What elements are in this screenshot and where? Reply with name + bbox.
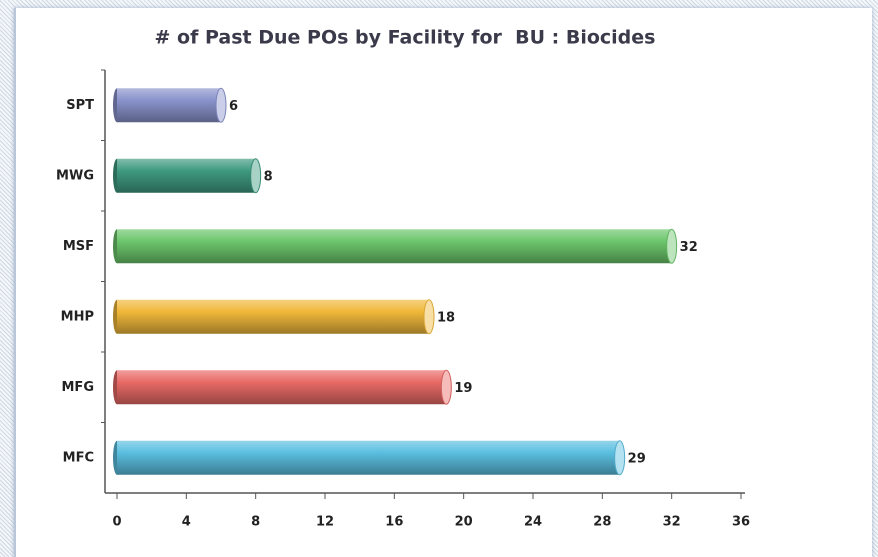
value-label: 29 — [628, 451, 646, 466]
x-tick-label: 28 — [593, 515, 611, 530]
x-tick-label: 8 — [251, 515, 260, 530]
value-label: 18 — [437, 310, 455, 325]
value-label: 8 — [264, 169, 273, 184]
bar-cap — [440, 369, 452, 405]
x-tick-label: 4 — [182, 515, 191, 530]
y-tick-label: MHP — [61, 309, 94, 324]
x-tick-label: 20 — [455, 515, 473, 530]
value-label: 6 — [229, 99, 238, 114]
bar — [117, 229, 672, 264]
bar — [117, 299, 429, 334]
x-tick-label: 36 — [732, 515, 750, 530]
bar-cap — [614, 440, 626, 476]
y-tick-label: MWG — [56, 168, 94, 183]
x-tick-label: 12 — [316, 515, 334, 530]
y-tick-label: MSF — [63, 239, 94, 254]
bar-cap — [215, 87, 227, 123]
bar-cap — [666, 228, 678, 264]
chart-title: # of Past Due POs by Facility for BU : B… — [155, 27, 656, 49]
bar-cap — [423, 299, 435, 335]
y-tick-label: MFG — [62, 380, 95, 395]
bar — [117, 370, 447, 405]
bar — [117, 440, 620, 475]
value-label: 19 — [454, 381, 472, 396]
bar — [117, 158, 256, 193]
x-tick-label: 16 — [385, 515, 403, 530]
x-tick-label: 32 — [663, 515, 681, 530]
y-tick-label: MFC — [63, 450, 94, 465]
bar-cap — [250, 158, 262, 194]
bar — [117, 88, 221, 123]
y-tick-label: SPT — [66, 98, 94, 113]
x-tick-label: 0 — [112, 515, 121, 530]
x-tick-label: 24 — [524, 515, 542, 530]
value-label: 32 — [680, 240, 698, 255]
